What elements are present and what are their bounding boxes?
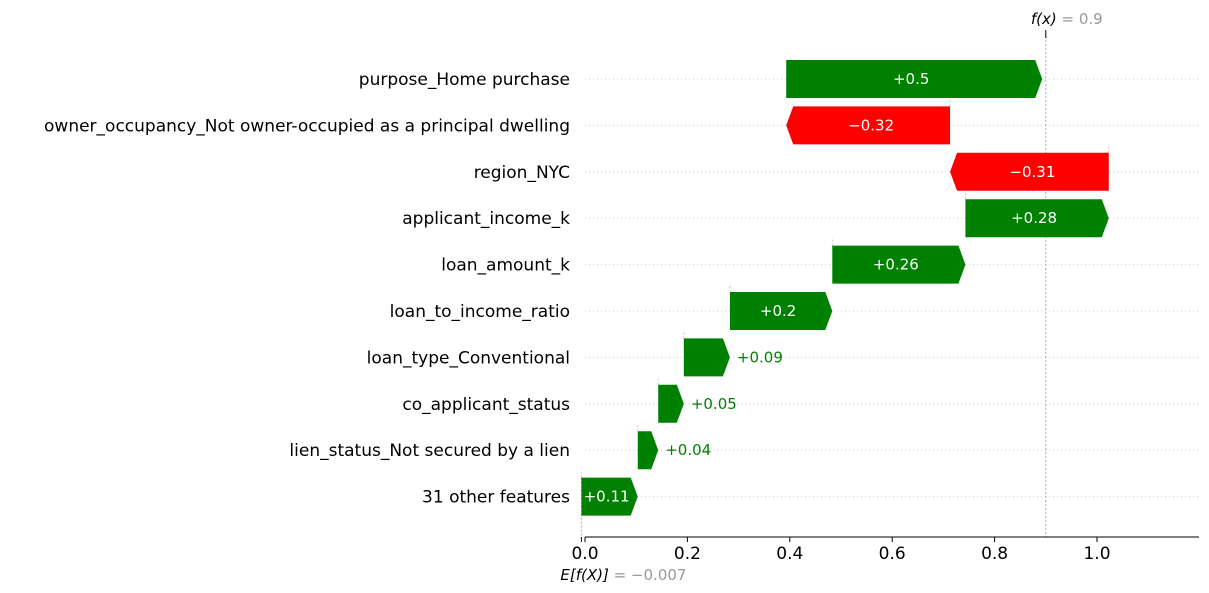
feature-label: lien_status_Not secured by a lien — [289, 441, 570, 461]
bar-value-label: −0.31 — [1009, 163, 1055, 181]
waterfall-bar — [832, 245, 966, 284]
x-tick-label: 0.6 — [879, 544, 906, 564]
final-value-annotation: f(x) = 0.9 — [1031, 10, 1103, 28]
x-tick-label: 0.2 — [674, 544, 701, 564]
waterfall-bar — [786, 106, 951, 145]
waterfall-bar — [965, 199, 1109, 238]
feature-label: loan_amount_k — [441, 256, 570, 276]
feature-label: co_applicant_status — [402, 395, 570, 415]
waterfall-bar — [786, 60, 1043, 98]
bar-value-label: +0.04 — [665, 441, 711, 459]
waterfall-bar — [683, 338, 730, 377]
feature-label: 31 other features — [422, 488, 570, 508]
bar-value-label: +0.26 — [873, 256, 919, 274]
waterfall-bars — [581, 60, 1109, 516]
bar-value-label: +0.11 — [584, 488, 630, 506]
x-tick-label: 0.4 — [776, 544, 803, 564]
value-annotations: +0.5 −0.32 −0.31 +0.28 +0.26 +0.2 +0.09 +0.05 +0… — [560, 10, 1102, 584]
x-tick-label: 0.0 — [571, 544, 598, 564]
feature-labels: purpose_Home purchase owner_occupancy_Not… — [44, 70, 570, 508]
feature-label: owner_occupancy_Not owner-occupied as a … — [44, 116, 570, 136]
bar-value-label: +0.05 — [691, 395, 737, 413]
waterfall-bar — [658, 384, 684, 423]
bar-value-label: +0.09 — [737, 348, 783, 366]
waterfall-bar — [581, 477, 638, 516]
feature-label: loan_to_income_ratio — [390, 302, 570, 322]
base-value-annotation: E[f(X)] = −0.007 — [560, 566, 686, 584]
feature-label: region_NYC — [474, 163, 570, 183]
waterfall-bar — [637, 431, 659, 470]
x-tick-label: 1.0 — [1083, 544, 1110, 564]
bar-value-label: +0.5 — [893, 70, 929, 88]
x-axis: 0.0 0.2 0.4 0.6 0.8 1.0 — [571, 536, 1199, 564]
waterfall-bar — [950, 152, 1109, 191]
bar-value-label: +0.28 — [1011, 209, 1057, 227]
waterfall-bar — [729, 292, 833, 330]
feature-label: loan_type_Conventional — [367, 348, 570, 368]
x-tick-label: 0.8 — [981, 544, 1008, 564]
bar-value-label: +0.2 — [760, 302, 796, 320]
bar-value-label: −0.32 — [848, 116, 894, 134]
feature-label: applicant_income_k — [402, 209, 570, 229]
feature-label: purpose_Home purchase — [359, 70, 570, 90]
